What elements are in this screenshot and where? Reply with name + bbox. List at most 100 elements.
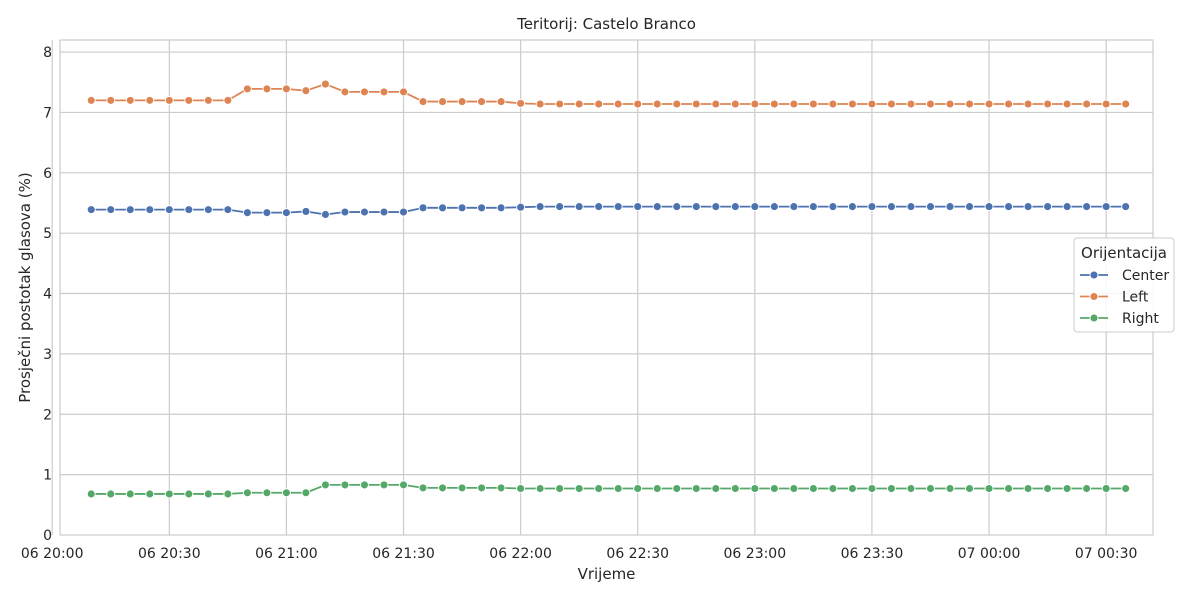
data-point-center bbox=[906, 202, 916, 212]
legend-marker-left bbox=[1089, 292, 1099, 301]
data-point-right bbox=[789, 484, 799, 493]
data-point-center bbox=[711, 202, 721, 212]
data-point-right bbox=[86, 489, 96, 499]
data-point-right bbox=[828, 484, 838, 493]
data-point-left bbox=[769, 99, 779, 109]
data-point-center bbox=[965, 202, 974, 212]
data-point-center bbox=[613, 202, 623, 212]
data-point-right bbox=[496, 483, 506, 493]
x-tick-label: 06 23:30 bbox=[841, 546, 904, 562]
data-point-right bbox=[242, 488, 252, 498]
data-point-center bbox=[125, 205, 135, 215]
x-tick-label: 06 23:00 bbox=[724, 546, 787, 562]
data-point-right bbox=[711, 484, 721, 493]
data-point-right bbox=[730, 484, 740, 493]
data-point-center bbox=[984, 202, 994, 212]
x-tick-label: 07 00:30 bbox=[1075, 546, 1138, 562]
data-point-right bbox=[203, 489, 213, 499]
data-point-left bbox=[203, 95, 213, 105]
data-point-center bbox=[1121, 202, 1131, 212]
x-tick-label: 06 20:30 bbox=[138, 546, 201, 562]
data-point-left bbox=[106, 95, 116, 105]
data-point-center bbox=[438, 203, 447, 213]
data-point-center bbox=[750, 202, 760, 212]
data-point-left bbox=[633, 99, 643, 109]
data-point-right bbox=[223, 489, 233, 499]
data-point-left bbox=[574, 99, 584, 109]
data-point-center bbox=[945, 202, 955, 212]
chart-title: Teritorij: Castelo Branco bbox=[516, 15, 696, 33]
data-point-right bbox=[691, 484, 701, 493]
data-point-left bbox=[223, 95, 233, 105]
data-point-right bbox=[594, 484, 604, 493]
data-point-left bbox=[320, 79, 330, 89]
data-point-left bbox=[457, 97, 467, 107]
data-point-right bbox=[847, 484, 857, 493]
data-point-right bbox=[926, 484, 935, 493]
data-point-right bbox=[1101, 484, 1111, 493]
data-point-center bbox=[574, 202, 584, 212]
data-point-right bbox=[1043, 484, 1053, 493]
y-tick-label: 1 bbox=[43, 468, 52, 484]
legend-items: Center Left Right bbox=[1080, 268, 1169, 327]
data-point-left bbox=[86, 95, 96, 105]
data-point-left bbox=[594, 99, 604, 109]
data-point-center bbox=[301, 206, 311, 216]
data-point-right bbox=[106, 489, 116, 499]
data-point-left bbox=[1062, 99, 1072, 109]
x-axis-label: Vrijeme bbox=[578, 565, 636, 583]
data-point-left bbox=[125, 95, 135, 105]
data-point-center bbox=[262, 208, 272, 218]
data-point-center bbox=[1023, 202, 1033, 212]
y-tick-label: 5 bbox=[43, 226, 52, 242]
data-point-center bbox=[594, 202, 604, 212]
data-point-center bbox=[516, 202, 526, 212]
data-point-right bbox=[438, 483, 447, 493]
data-point-left bbox=[867, 99, 877, 109]
data-point-right bbox=[301, 488, 311, 498]
data-point-left bbox=[984, 99, 994, 109]
data-point-left bbox=[789, 99, 799, 109]
data-point-left bbox=[555, 99, 565, 109]
data-point-right bbox=[360, 480, 369, 490]
data-point-center bbox=[223, 205, 233, 215]
data-point-center bbox=[828, 202, 838, 212]
data-point-left bbox=[516, 98, 526, 108]
data-point-right bbox=[574, 484, 584, 493]
data-point-center bbox=[1043, 202, 1053, 212]
data-point-center bbox=[847, 202, 857, 212]
x-axis-ticks: 06 20:00 06 20:30 06 21:00 06 21:30 06 22:00… bbox=[21, 546, 1138, 562]
legend-item-right: Right bbox=[1080, 311, 1159, 327]
data-point-left bbox=[301, 86, 311, 96]
data-point-center bbox=[86, 205, 96, 215]
data-point-right bbox=[769, 484, 779, 493]
data-point-center bbox=[672, 202, 682, 212]
data-point-left bbox=[1082, 99, 1092, 109]
data-point-left bbox=[360, 87, 369, 97]
data-point-left bbox=[750, 99, 760, 109]
data-point-right bbox=[164, 489, 174, 499]
data-point-left bbox=[1043, 99, 1053, 109]
data-point-right bbox=[262, 488, 272, 498]
data-point-left bbox=[438, 97, 447, 107]
x-tick-label: 06 21:30 bbox=[372, 546, 435, 562]
y-tick-label: 0 bbox=[43, 528, 52, 544]
data-point-left bbox=[535, 99, 545, 109]
legend-label-center: Center bbox=[1122, 268, 1169, 284]
data-point-right bbox=[1082, 484, 1092, 493]
y-axis-label: Prosječni postotak glasova (%) bbox=[16, 172, 34, 402]
data-point-left bbox=[399, 87, 408, 97]
y-axis-ticks: 0 1 2 3 4 5 6 7 8 bbox=[43, 45, 52, 544]
data-point-left bbox=[613, 99, 623, 109]
data-point-left bbox=[164, 95, 174, 105]
legend-title: Orijentacija bbox=[1081, 244, 1167, 262]
data-point-center bbox=[360, 207, 369, 217]
data-point-left bbox=[808, 99, 818, 109]
data-point-center bbox=[203, 205, 213, 215]
y-tick-label: 4 bbox=[43, 287, 52, 303]
data-point-left bbox=[1121, 99, 1131, 109]
x-tick-label: 07 00:00 bbox=[958, 546, 1021, 562]
y-tick-label: 2 bbox=[43, 407, 52, 423]
data-point-center bbox=[1062, 202, 1072, 212]
data-point-right bbox=[887, 484, 896, 493]
